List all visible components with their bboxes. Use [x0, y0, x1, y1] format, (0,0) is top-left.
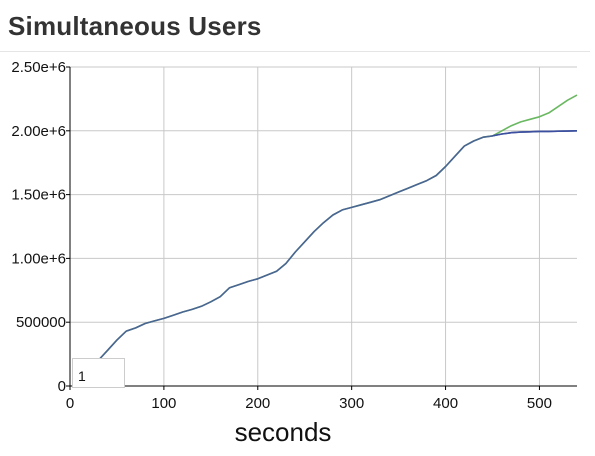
- axes: [66, 66, 577, 390]
- y-tick-label: 1.00e+6: [11, 250, 66, 267]
- hover-tooltip: 1: [72, 358, 125, 388]
- x-tick-label: 500: [527, 395, 552, 412]
- x-tick-label: 400: [433, 395, 458, 412]
- y-tick-label: 2.50e+6: [11, 59, 66, 76]
- series-line-2: [97, 130, 578, 362]
- chart-title: Simultaneous Users: [8, 11, 262, 41]
- x-tick-label: 100: [151, 395, 176, 412]
- y-tick-label: 2.00e+6: [11, 123, 66, 140]
- y-tick-label: 0: [58, 378, 66, 395]
- y-tick-label: 500000: [16, 314, 66, 331]
- title-divider: [0, 51, 590, 52]
- series-lines: [97, 94, 578, 362]
- y-tick-label: 1.50e+6: [11, 187, 66, 204]
- series-line-2-tail: [492, 130, 578, 137]
- x-tick-label: 0: [66, 395, 74, 412]
- x-tick-label: 300: [339, 395, 364, 412]
- x-axis-label: seconds: [235, 417, 332, 447]
- x-tick-label: 200: [245, 395, 270, 412]
- grid: [70, 66, 577, 386]
- series-line-1: [97, 94, 578, 362]
- tick-labels: 0 100 200 300 400 500 0 500000 1.00e+6 1.50e+6 2.0…: [11, 59, 552, 412]
- tooltip-value: 1: [78, 368, 86, 384]
